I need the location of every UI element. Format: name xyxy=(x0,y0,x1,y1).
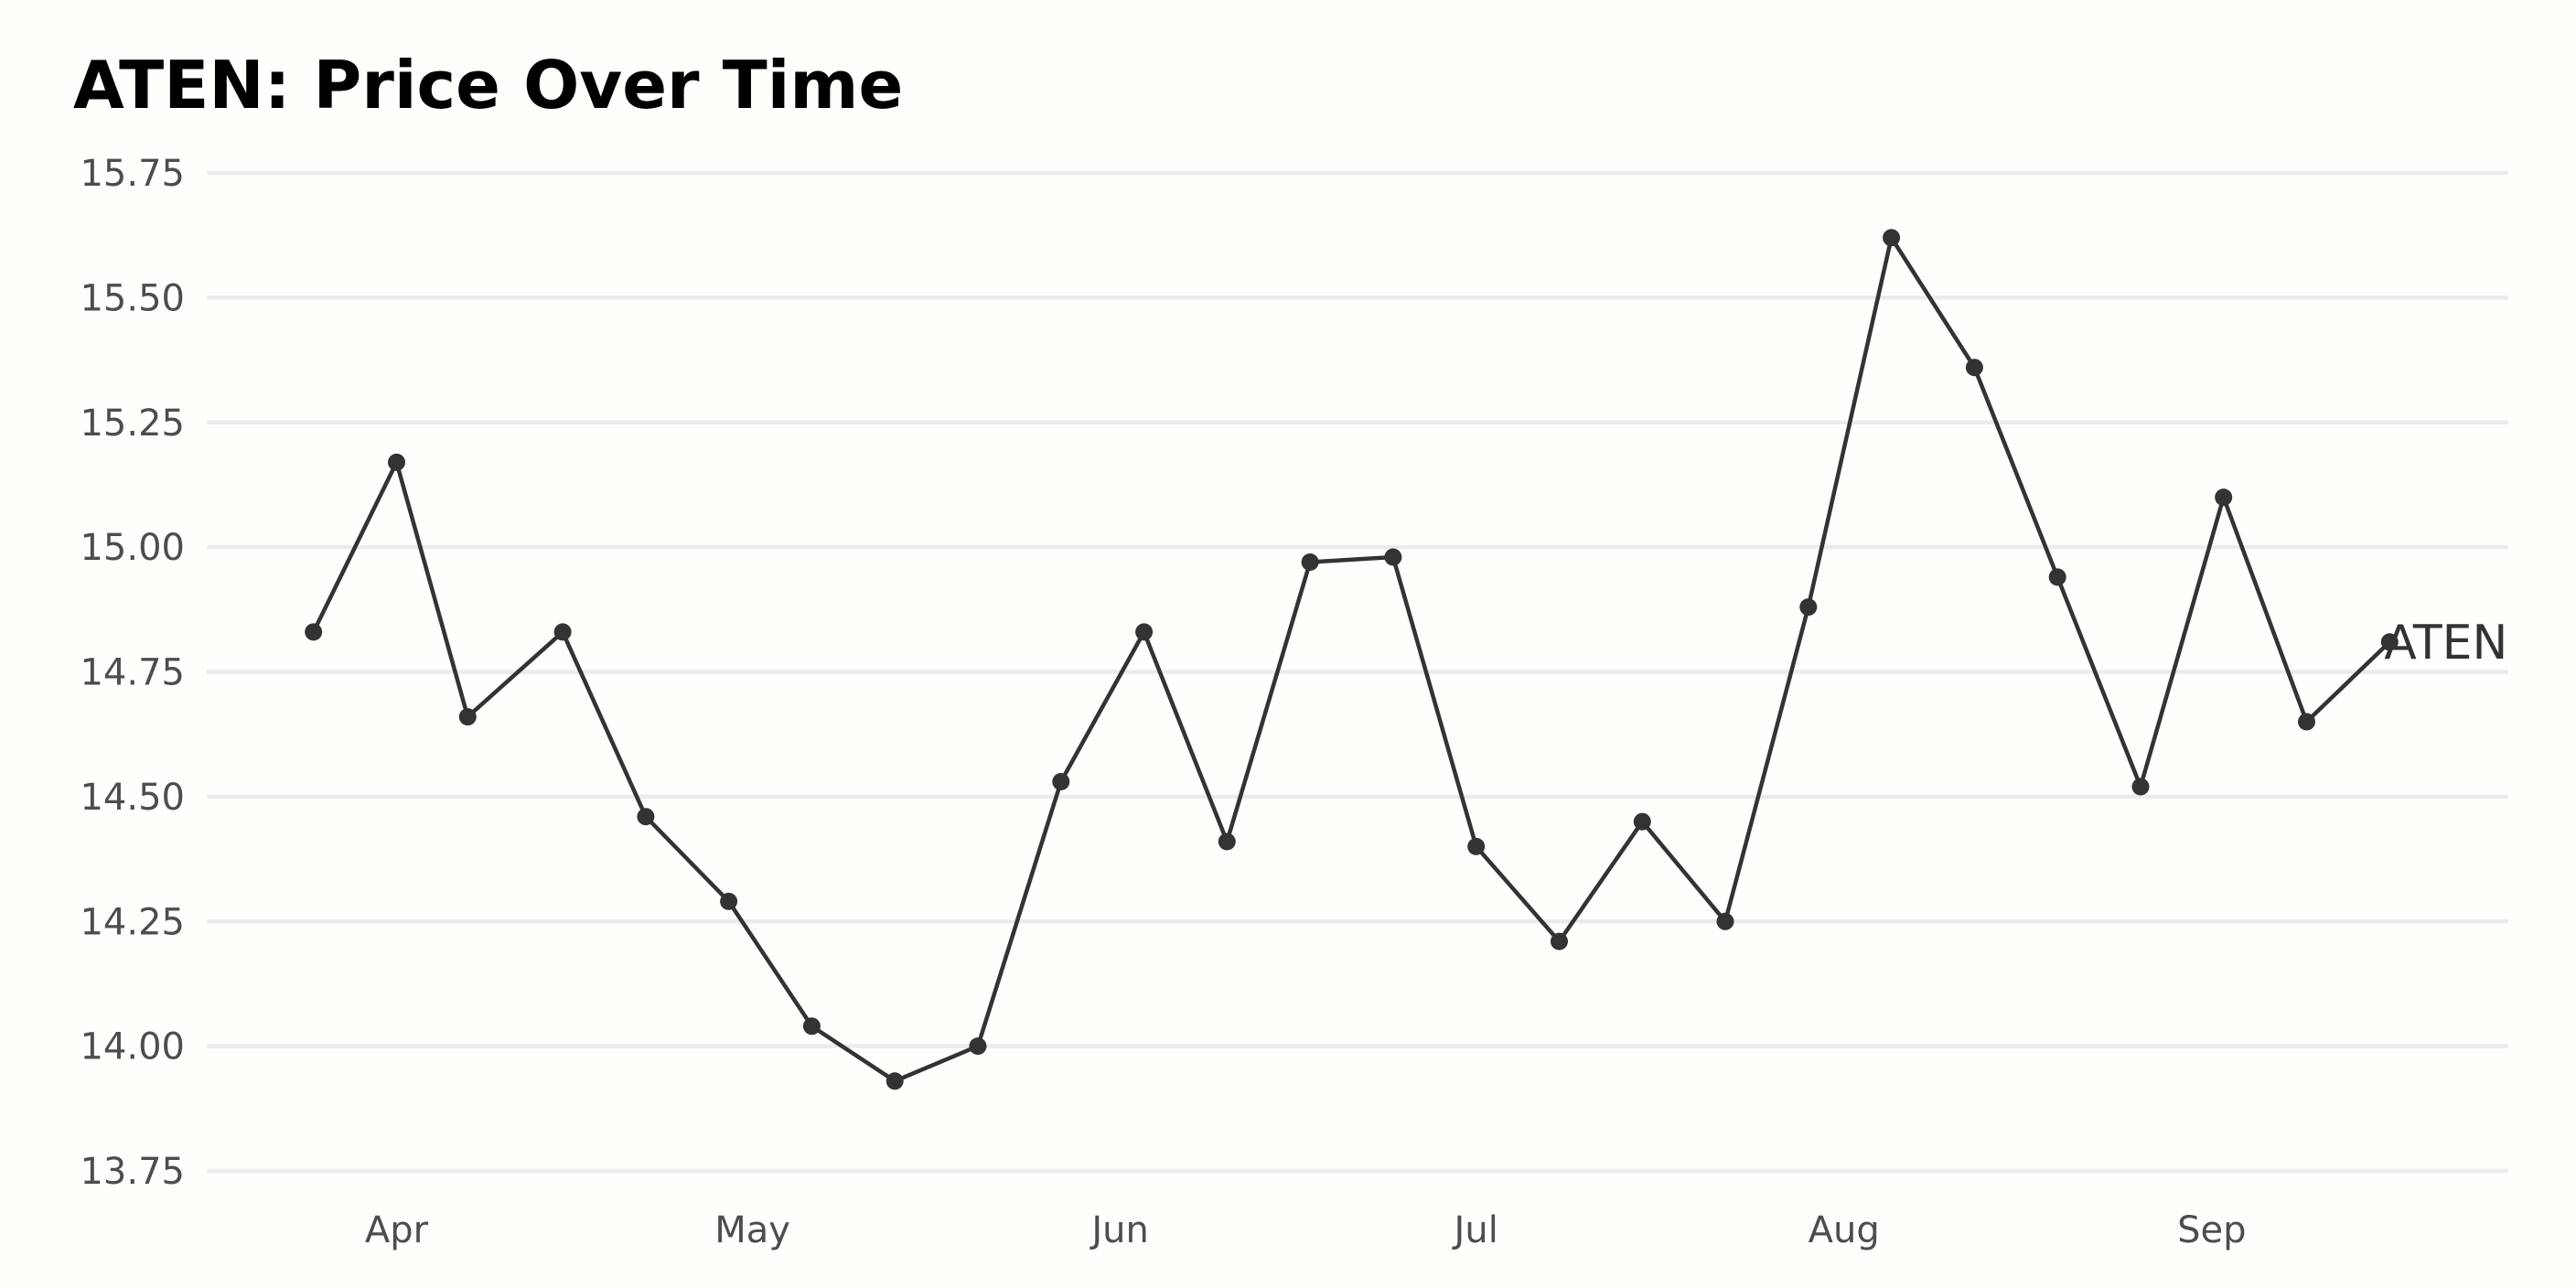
data-point xyxy=(2131,778,2150,796)
data-point xyxy=(388,453,405,471)
data-point xyxy=(637,808,655,826)
data-point xyxy=(1218,832,1236,851)
data-point xyxy=(1135,623,1154,641)
data-point xyxy=(1716,912,1734,930)
data-point xyxy=(1301,553,1319,571)
series-line xyxy=(311,235,2392,1084)
y-tick-label: 15.00 xyxy=(80,527,185,569)
y-tick-label: 15.25 xyxy=(80,402,185,445)
data-point xyxy=(458,708,477,726)
y-tick-label: 14.00 xyxy=(80,1026,185,1068)
data-point xyxy=(720,892,738,910)
x-axis-tick-labels: Apr May Jun Jul Aug Sep xyxy=(365,1209,2247,1251)
data-point xyxy=(802,1017,821,1036)
data-point xyxy=(2298,713,2315,731)
data-point xyxy=(1799,598,1818,617)
y-tick-label: 15.50 xyxy=(80,277,185,319)
data-point xyxy=(1965,359,1983,377)
x-tick-label: Aug xyxy=(1809,1209,1880,1251)
data-point xyxy=(2380,633,2399,651)
data-point xyxy=(969,1037,987,1056)
data-point xyxy=(1384,548,1402,566)
series-layer: ATEN xyxy=(305,229,2507,1090)
y-tick-label: 15.75 xyxy=(80,153,185,195)
data-point xyxy=(1883,229,1901,247)
gridlines xyxy=(207,170,2508,1174)
x-tick-label: Apr xyxy=(365,1209,429,1251)
data-point xyxy=(1633,812,1651,831)
x-tick-label: Jun xyxy=(1089,1209,1149,1251)
x-tick-label: Jul xyxy=(1452,1209,1498,1251)
data-point xyxy=(2215,488,2233,507)
data-point xyxy=(2048,568,2066,586)
x-tick-label: Sep xyxy=(2177,1209,2246,1251)
data-point xyxy=(1052,773,1070,790)
series-end-label: ATEN xyxy=(2384,616,2507,671)
data-point xyxy=(886,1072,904,1090)
data-point xyxy=(1467,837,1486,855)
y-tick-label: 14.25 xyxy=(80,901,185,943)
data-point xyxy=(1551,932,1568,950)
data-point xyxy=(553,623,572,641)
y-axis-tick-labels: 13.75 14.00 14.25 14.50 14.75 15.00 15.25 15.50… xyxy=(80,153,185,1193)
y-tick-label: 13.75 xyxy=(80,1151,185,1193)
x-tick-label: May xyxy=(714,1209,790,1251)
chart-title: ATEN: Price Over Time xyxy=(73,47,903,123)
data-point xyxy=(305,623,323,641)
y-tick-label: 14.50 xyxy=(80,777,185,819)
y-tick-label: 14.75 xyxy=(80,652,185,694)
